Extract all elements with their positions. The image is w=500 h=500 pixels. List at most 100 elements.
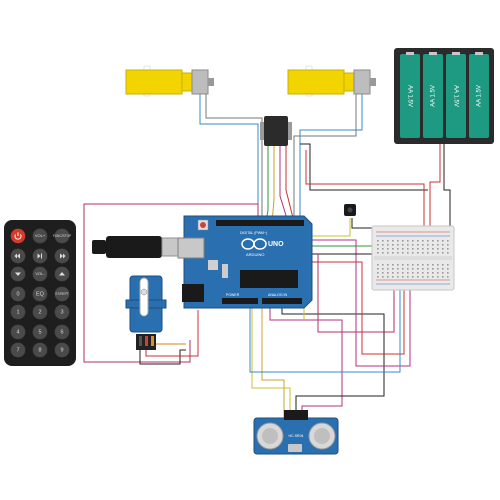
servo-motor[interactable]: [125, 275, 167, 350]
ultrasonic-pin-header: [284, 410, 308, 420]
wire-servo-gnd: [139, 349, 186, 365]
remote-button-face: [10, 286, 26, 302]
ir-remote[interactable]: VOL+ FUNC/STOP VOL- 0 EQ ST/REPT 1 2 3 4 5 6 7 8 9: [4, 220, 76, 366]
ultrasonic-sensor[interactable]: HC-SR04: [253, 410, 339, 455]
breadboard[interactable]: [371, 225, 455, 291]
battery-cell-terminal: [475, 52, 483, 55]
arduino-digital-label: DIGITAL (PWM~): [240, 231, 267, 235]
remote-button[interactable]: ST/REPT: [54, 286, 70, 302]
remote-button-face: [54, 228, 70, 244]
arduino-model-label: UNO: [268, 241, 284, 248]
servo-pin-3: [151, 336, 154, 346]
usb-cable[interactable]: [92, 236, 185, 258]
breadboard-hole: [427, 264, 429, 266]
dc-motor-right[interactable]: [287, 65, 376, 97]
remote-button-face: [32, 286, 48, 302]
remote-button[interactable]: 1: [10, 304, 26, 320]
breadboard-hole: [422, 276, 424, 278]
motor-driver-chip[interactable]: [260, 116, 292, 146]
remote-button[interactable]: 6: [54, 324, 70, 340]
remote-button[interactable]: VOL-: [32, 266, 48, 282]
next-icon: [60, 253, 66, 259]
remote-button[interactable]: 2: [32, 304, 48, 320]
wire-servo-vcc: [145, 310, 199, 357]
breadboard-hole: [407, 248, 409, 250]
remote-button[interactable]: [10, 248, 26, 264]
remote-button[interactable]: [10, 266, 26, 282]
remote-button[interactable]: VOL+: [32, 228, 48, 244]
wire-motor2-a: [299, 90, 363, 222]
remote-button[interactable]: [10, 228, 26, 244]
breadboard-hole: [447, 252, 449, 254]
breadboard-hole: [432, 268, 434, 270]
remote-button[interactable]: [54, 248, 70, 264]
breadboard-hole: [397, 248, 399, 250]
breadboard-hole: [412, 244, 414, 246]
wire-motor1-b: [205, 84, 263, 222]
remote-button[interactable]: 9: [54, 342, 70, 358]
remote-button-face: [32, 266, 48, 282]
breadboard-hole: [417, 264, 419, 266]
usb-strain-relief: [92, 240, 106, 254]
breadboard-hole: [382, 268, 384, 270]
wire-servo-sig: [151, 343, 186, 350]
breadboard-hole: [397, 264, 399, 266]
wire-battery-neg: [443, 140, 451, 238]
ir-receiver-lens: [347, 207, 353, 213]
breadboard-hole: [437, 276, 439, 278]
remote-button-face: [10, 324, 26, 340]
arduino-brand-label: ARDUINO: [246, 252, 264, 257]
battery-cells: AA 1.5V AA 1.5V AA 1.5V AA 1.5V: [400, 52, 489, 138]
wire-right-e: [317, 254, 395, 333]
breadboard-hole: [442, 244, 444, 246]
motor-can: [191, 69, 209, 95]
battery-cell-terminal: [406, 52, 414, 55]
remote-button[interactable]: [54, 266, 70, 282]
breadboard-hole: [422, 240, 424, 242]
breadboard-hole: [412, 240, 414, 242]
breadboard-hole: [412, 272, 414, 274]
prev-icon: [14, 253, 20, 259]
wire-driver-d1: [265, 140, 269, 223]
power-icon: [14, 234, 22, 240]
breadboard-hole: [382, 248, 384, 250]
remote-button[interactable]: 8: [32, 342, 48, 358]
remote-button-label: FUNC/STOP: [53, 234, 71, 238]
breadboard-hole: [392, 244, 394, 246]
remote-button-label: 5: [38, 329, 41, 335]
dc-motor-left[interactable]: [125, 65, 214, 97]
breadboard-hole: [412, 268, 414, 270]
remote-button[interactable]: 3: [54, 304, 70, 320]
remote-button[interactable]: 4: [10, 324, 26, 340]
battery-pack[interactable]: AA 1.5V AA 1.5V AA 1.5V AA 1.5V: [394, 48, 494, 144]
breadboard-hole: [377, 276, 379, 278]
ir-receiver[interactable]: [344, 204, 356, 216]
wire-right-a: [306, 239, 411, 367]
breadboard-hole: [447, 272, 449, 274]
remote-button[interactable]: 5: [32, 324, 48, 340]
remote-button[interactable]: [32, 248, 48, 264]
remote-button-face: [10, 304, 26, 320]
arduino-uno-board[interactable]: UNO DIGITAL (PWM~) ARDUINO POWER ANALOG …: [177, 215, 313, 309]
breadboard-hole: [437, 268, 439, 270]
battery-cell: AA 1.5V: [446, 52, 466, 138]
remote-button[interactable]: 7: [10, 342, 26, 358]
arduino-capacitor: [208, 260, 218, 270]
remote-button[interactable]: EQ: [32, 286, 48, 302]
battery-cell-body: [446, 54, 466, 138]
breadboard-hole: [402, 264, 404, 266]
breadboard-hole: [432, 240, 434, 242]
remote-button-label: 2: [38, 309, 41, 315]
breadboard-hole: [397, 272, 399, 274]
servo-horn: [139, 277, 149, 317]
battery-cell: AA 1.5V: [469, 52, 489, 138]
remote-button-label: 8: [38, 347, 41, 353]
breadboard-hole: [407, 264, 409, 266]
battery-cell-terminal: [429, 52, 437, 55]
breadboard-hole: [432, 264, 434, 266]
remote-button[interactable]: 0: [10, 286, 26, 302]
breadboard-hole: [427, 252, 429, 254]
arduino-atmega-chip: [240, 270, 298, 288]
breadboard-hole: [402, 240, 404, 242]
remote-button[interactable]: FUNC/STOP: [53, 228, 71, 244]
